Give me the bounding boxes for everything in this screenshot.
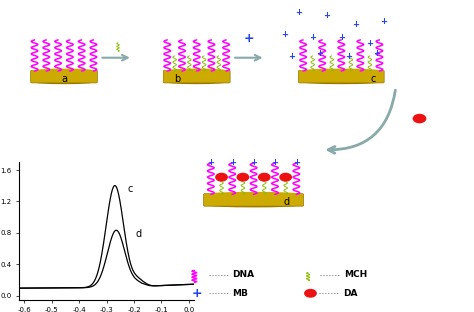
Text: +: + — [244, 32, 254, 46]
Text: +: + — [295, 8, 302, 17]
Text: d: d — [283, 197, 290, 207]
Ellipse shape — [300, 69, 383, 74]
Circle shape — [305, 290, 316, 297]
Text: DA: DA — [343, 289, 357, 298]
Ellipse shape — [208, 202, 300, 207]
Text: c: c — [370, 74, 375, 84]
Text: d: d — [136, 229, 142, 239]
Text: a: a — [61, 74, 67, 84]
Ellipse shape — [205, 193, 302, 197]
Text: +: + — [352, 21, 359, 29]
Ellipse shape — [32, 69, 96, 74]
Text: +: + — [310, 33, 316, 42]
Ellipse shape — [164, 69, 228, 74]
Ellipse shape — [302, 79, 381, 84]
Text: +: + — [345, 52, 352, 61]
Text: +: + — [317, 49, 323, 57]
Text: +: + — [324, 11, 330, 20]
Text: +: + — [191, 287, 202, 300]
Ellipse shape — [34, 79, 94, 84]
FancyBboxPatch shape — [299, 71, 384, 83]
Text: +: + — [338, 33, 345, 42]
Text: c: c — [127, 184, 133, 194]
Text: MB: MB — [232, 289, 248, 298]
Text: +: + — [374, 49, 380, 57]
FancyBboxPatch shape — [204, 194, 304, 206]
Text: +: + — [281, 30, 288, 39]
FancyBboxPatch shape — [163, 71, 230, 83]
Text: +: + — [366, 39, 373, 48]
Circle shape — [216, 173, 227, 181]
Text: +: + — [229, 158, 236, 167]
Text: MCH: MCH — [344, 270, 367, 279]
Circle shape — [237, 173, 248, 181]
Circle shape — [413, 115, 426, 123]
Circle shape — [259, 173, 270, 181]
Text: +: + — [207, 158, 214, 167]
Text: DNA: DNA — [232, 270, 255, 279]
Circle shape — [280, 173, 292, 181]
Text: +: + — [272, 158, 278, 167]
FancyBboxPatch shape — [30, 71, 98, 83]
Text: +: + — [381, 17, 387, 26]
Text: +: + — [288, 52, 295, 61]
Text: +: + — [250, 158, 257, 167]
Text: b: b — [174, 74, 181, 84]
FancyArrowPatch shape — [328, 90, 395, 153]
Ellipse shape — [166, 79, 227, 84]
Text: +: + — [293, 158, 300, 167]
